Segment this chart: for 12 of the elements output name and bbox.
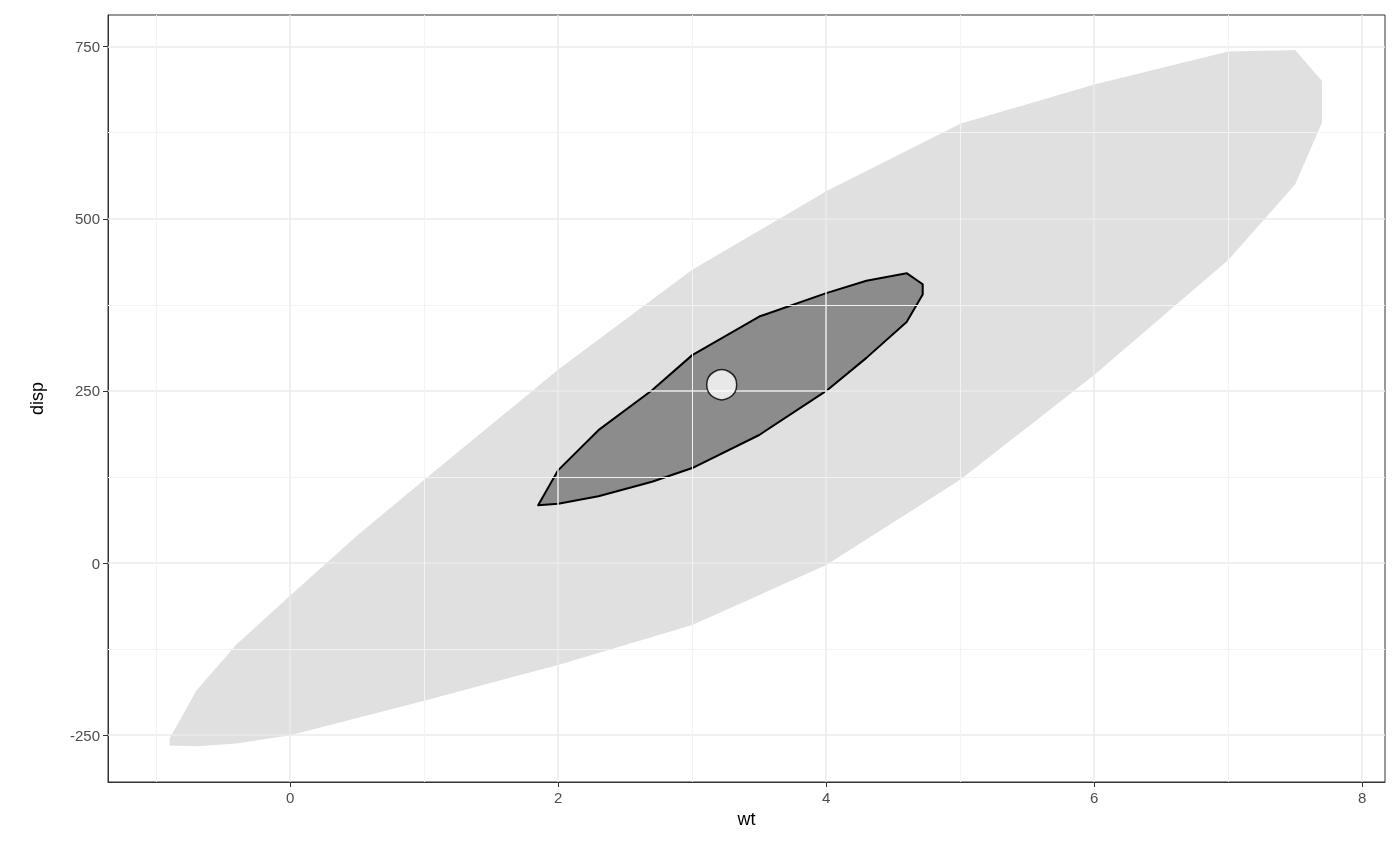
y-tick-label: 750 bbox=[74, 38, 100, 56]
y-axis-title: disp bbox=[27, 381, 47, 416]
x-tick-label: 0 bbox=[286, 789, 295, 806]
x-tick-label: 4 bbox=[822, 789, 831, 806]
y-tick-label: -250 bbox=[69, 726, 100, 744]
x-axis-title: wt bbox=[736, 809, 756, 829]
y-tick-label: 250 bbox=[74, 382, 100, 400]
y-tick-label: 500 bbox=[74, 210, 100, 228]
y-tick-label: 0 bbox=[91, 554, 100, 572]
x-tick-label: 6 bbox=[1090, 789, 1099, 806]
x-tick-label: 2 bbox=[554, 789, 563, 806]
x-tick-label: 8 bbox=[1358, 789, 1367, 806]
